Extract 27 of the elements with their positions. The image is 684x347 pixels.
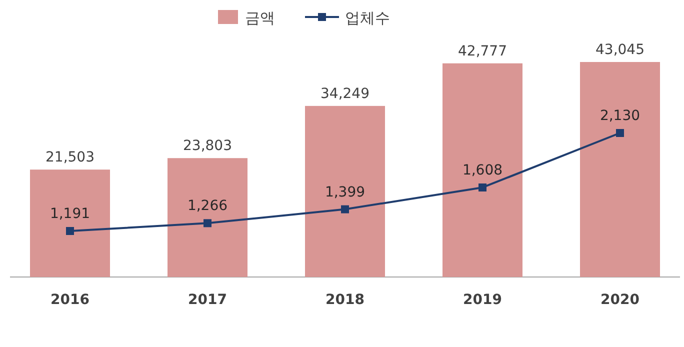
data-label: 1,608 bbox=[462, 162, 503, 178]
data-label: 1,191 bbox=[50, 206, 90, 222]
x-tick-label: 2019 bbox=[463, 292, 502, 308]
point bbox=[616, 129, 624, 137]
x-tick-label: 2020 bbox=[600, 292, 640, 308]
bar bbox=[442, 63, 522, 277]
legend-label: 금액 bbox=[245, 9, 275, 27]
bar bbox=[580, 62, 660, 277]
data-label: 34,249 bbox=[320, 86, 370, 102]
x-tick-label: 2016 bbox=[50, 292, 90, 308]
bar bbox=[168, 158, 248, 277]
point bbox=[66, 227, 74, 235]
data-label: 42,777 bbox=[458, 43, 507, 60]
x-tick-label: 2018 bbox=[326, 292, 364, 308]
legend-label: 업체수 bbox=[345, 9, 390, 27]
x-tick-label: 2017 bbox=[188, 292, 227, 308]
data-label: 43,045 bbox=[596, 42, 644, 58]
data-label: 21,503 bbox=[46, 150, 94, 166]
point bbox=[341, 205, 349, 214]
data-label: 23,803 bbox=[183, 138, 232, 154]
point bbox=[478, 183, 486, 192]
data-label: 1,266 bbox=[187, 198, 228, 214]
data-label: 2,130 bbox=[600, 108, 640, 124]
bar bbox=[30, 170, 110, 277]
bar bbox=[305, 106, 385, 277]
data-label: 1,399 bbox=[324, 184, 366, 200]
point bbox=[204, 219, 212, 228]
